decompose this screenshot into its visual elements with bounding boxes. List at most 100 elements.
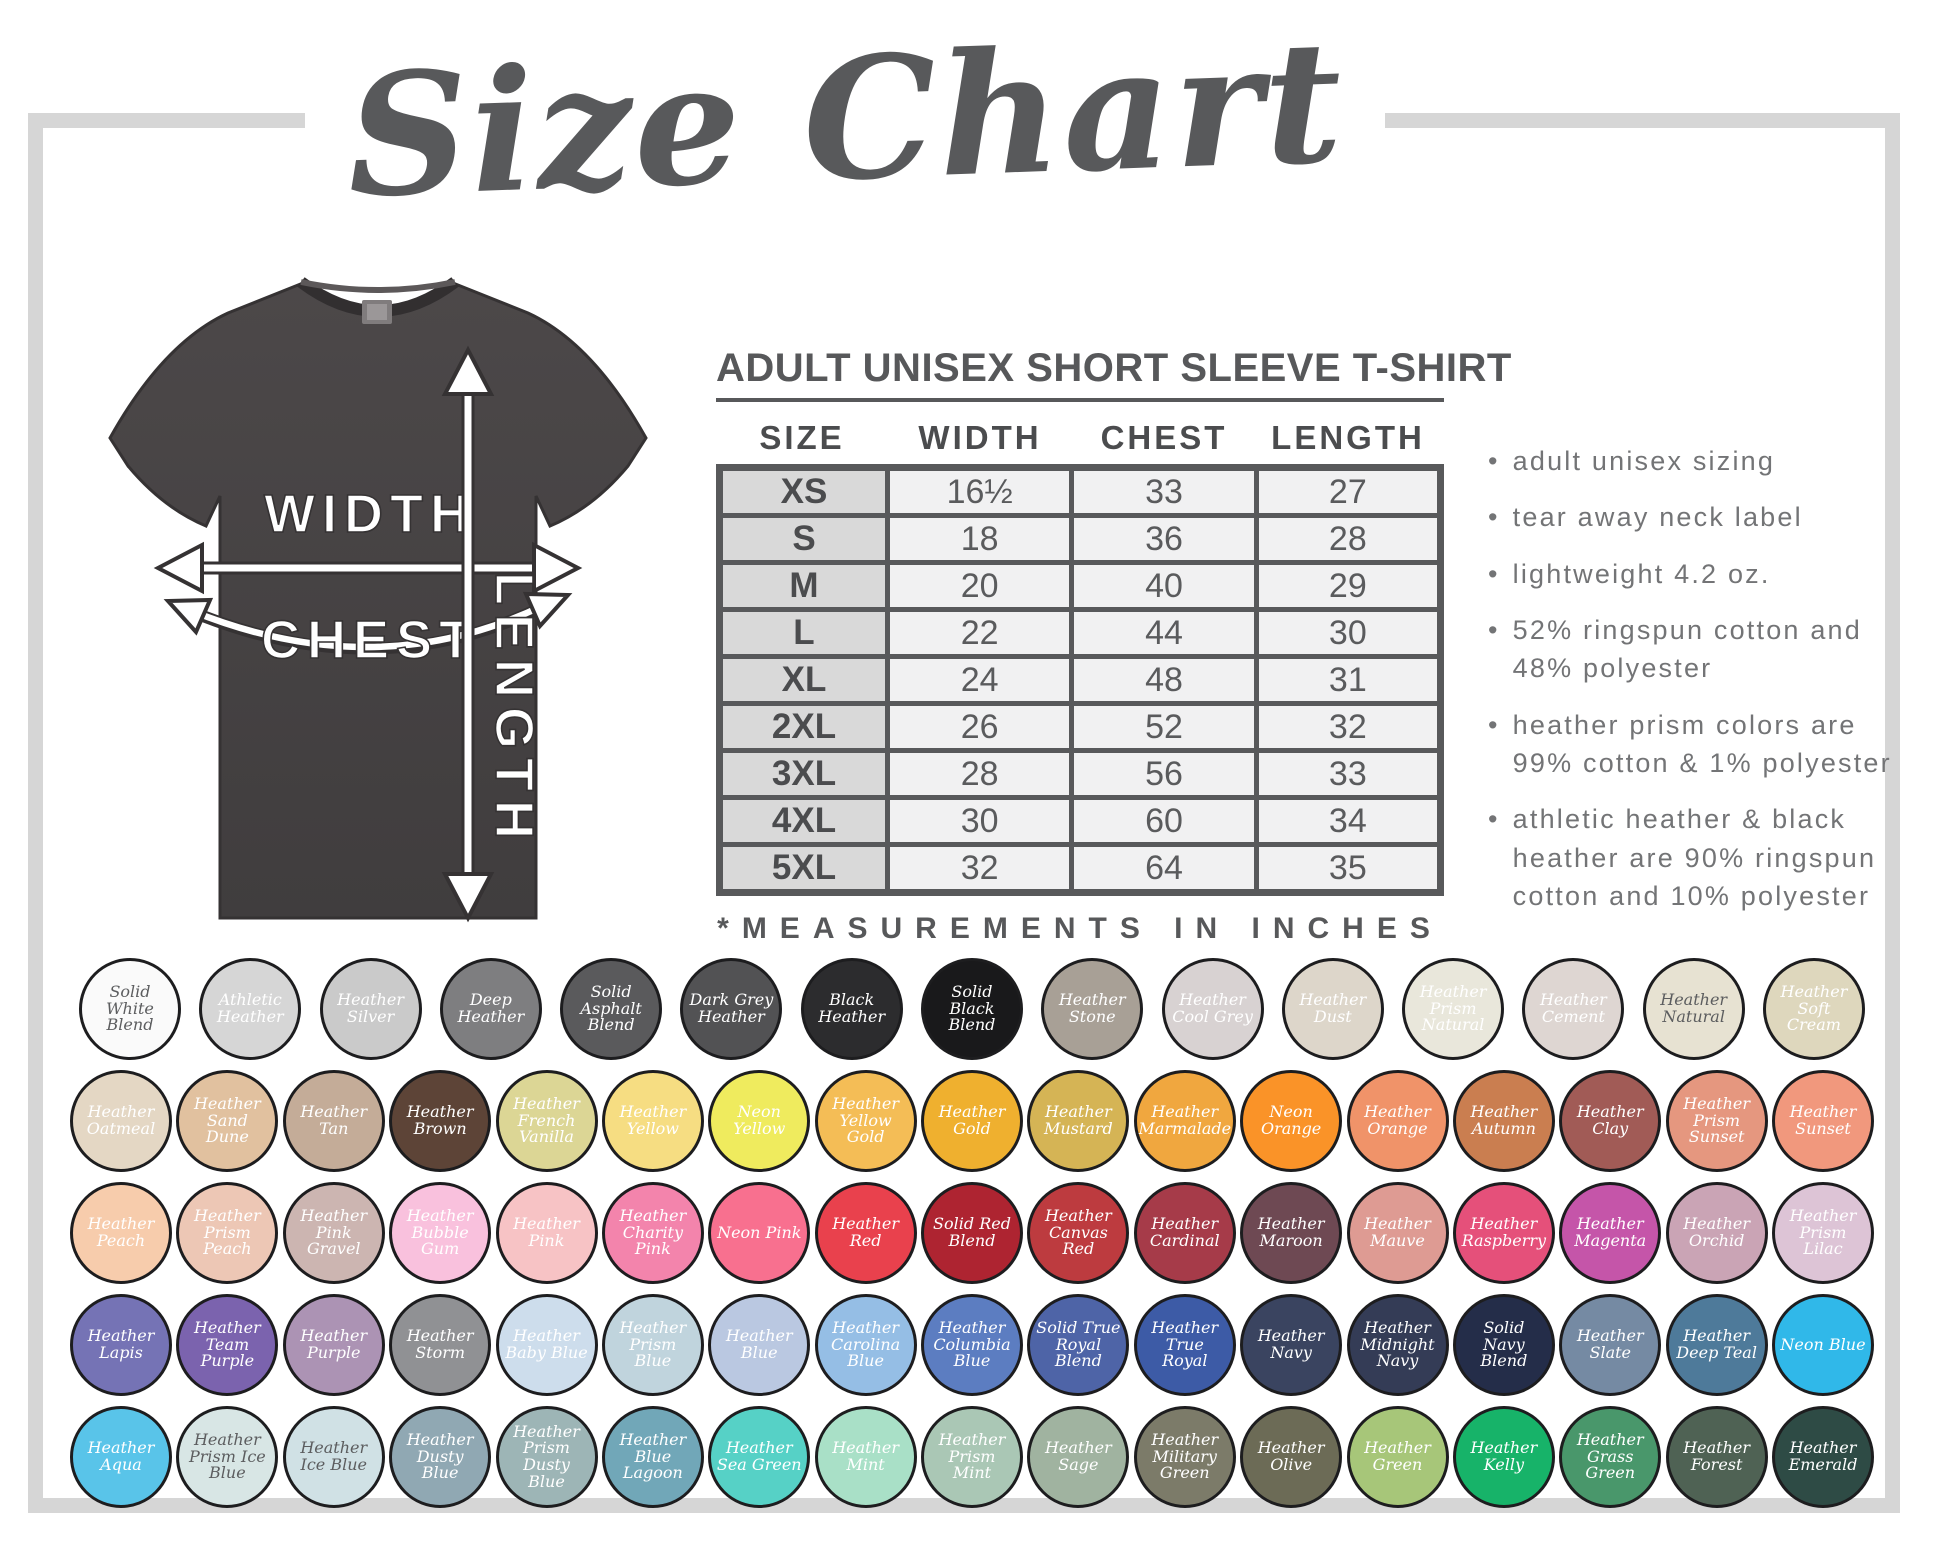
color-swatch: Heather Magenta xyxy=(1559,1182,1662,1284)
color-swatch: Heather Grass Green xyxy=(1559,1406,1662,1508)
value-cell: 56 xyxy=(1069,748,1259,800)
color-swatch: Heather Purple xyxy=(282,1294,385,1396)
bullet-dot: • xyxy=(1488,709,1500,740)
color-swatch: Heather Slate xyxy=(1559,1294,1662,1396)
color-swatch: Heather Baby Blue xyxy=(495,1294,598,1396)
size-cell: 5XL xyxy=(717,842,890,895)
color-swatch: Neon Pink xyxy=(708,1182,811,1284)
value-cell: 30 xyxy=(1253,607,1444,659)
bullet-dot: • xyxy=(1488,446,1500,476)
color-swatch: Heather Gold xyxy=(921,1070,1023,1172)
color-swatch: Heather Deep Teal xyxy=(1665,1294,1768,1396)
table-row: 4XL 30 60 34 xyxy=(717,795,1444,847)
feature-item: • lightweight 4.2 oz. xyxy=(1488,555,1896,593)
color-swatch: Heather Maroon xyxy=(1240,1182,1343,1284)
table-row: XS 16½ 33 27 xyxy=(717,465,1444,518)
value-cell: 36 xyxy=(1069,513,1259,565)
column-header: WIDTH xyxy=(918,419,1042,456)
table-row: L 22 44 30 xyxy=(717,607,1444,659)
color-swatch: Heather True Royal xyxy=(1133,1294,1236,1396)
feature-text: 52% ringspun cotton and 48% polyester xyxy=(1512,614,1862,684)
bullet-dot: • xyxy=(1488,502,1500,533)
color-swatch: Heather Prism Natural xyxy=(1402,958,1505,1060)
color-swatch: Heather Red xyxy=(814,1182,917,1284)
color-swatch: Black Heather xyxy=(800,958,903,1060)
color-swatch: Solid Asphalt Blend xyxy=(560,958,663,1060)
feature-text: athletic heather & black heather are 90%… xyxy=(1512,804,1877,911)
value-cell: 26 xyxy=(884,701,1075,753)
color-swatch: Heather Cement xyxy=(1522,958,1625,1060)
color-swatch: Athletic Heather xyxy=(199,958,302,1060)
color-swatch: Heather French Vanilla xyxy=(495,1070,598,1172)
color-swatch: Heather Blue Lagoon xyxy=(601,1406,704,1508)
color-swatch: Heather Tan xyxy=(282,1070,385,1172)
column-header: LENGTH xyxy=(1271,419,1425,456)
table-header-row: SIZE WIDTH CHEST LENGTH xyxy=(716,412,1444,464)
value-cell: 22 xyxy=(884,607,1075,659)
value-cell: 35 xyxy=(1253,842,1444,895)
color-swatch: Heather Cardinal xyxy=(1133,1182,1236,1284)
bullet-dot: • xyxy=(1488,614,1500,645)
size-table: XS 16½ 33 27 S 18 36 28 M 20 40 29 L 22 44 30 XL 24 48 31 2X… xyxy=(716,464,1444,896)
swatch-row: Heather Lapis Heather Team Purple Heather … xyxy=(70,1294,1874,1396)
value-cell: 28 xyxy=(1253,513,1444,565)
color-swatch: Heather Sunset xyxy=(1772,1070,1874,1172)
table-row: 2XL 26 52 32 xyxy=(717,701,1444,753)
value-cell: 18 xyxy=(884,513,1075,565)
color-swatch: Heather Kelly xyxy=(1452,1406,1555,1508)
color-swatch: Solid Black Blend xyxy=(920,958,1023,1060)
table-row: M 20 40 29 xyxy=(717,560,1444,612)
size-table-section: ADULT UNISEX SHORT SLEEVE T-SHIRT SIZE WI… xyxy=(716,346,1511,946)
value-cell: 20 xyxy=(884,560,1075,612)
value-cell: 29 xyxy=(1253,560,1444,612)
color-swatch: Heather Dusty Blue xyxy=(389,1406,492,1508)
color-swatch: Heather Team Purple xyxy=(176,1294,279,1396)
color-swatch: Heather Charity Pink xyxy=(601,1182,704,1284)
length-arrow xyxy=(441,345,495,923)
color-swatch: Heather Blue xyxy=(708,1294,811,1396)
value-cell: 40 xyxy=(1069,560,1259,612)
color-swatch: Heather Cool Grey xyxy=(1161,958,1264,1060)
collar-top xyxy=(300,279,456,293)
color-swatch: Heather Sage xyxy=(1027,1406,1130,1508)
value-cell: 48 xyxy=(1069,654,1259,706)
color-swatch: Heather Prism Lilac xyxy=(1772,1182,1874,1284)
table-row: S 18 36 28 xyxy=(717,513,1444,565)
color-swatch: Heather Yellow Gold xyxy=(814,1070,917,1172)
swatch-row: Heather Oatmeal Heather Sand Dune Heather … xyxy=(70,1070,1874,1172)
value-cell: 30 xyxy=(884,795,1075,847)
feature-item: • tear away neck label xyxy=(1488,498,1896,536)
color-swatch: Heather Natural xyxy=(1642,958,1745,1060)
color-swatch: Heather Columbia Blue xyxy=(921,1294,1023,1396)
color-swatch: Heather Prism Sunset xyxy=(1665,1070,1768,1172)
color-swatch: Heather Pink Gravel xyxy=(282,1182,385,1284)
color-swatch: Solid Red Blend xyxy=(921,1182,1023,1284)
color-swatch: Heather Peach xyxy=(70,1182,172,1284)
tshirt-diagram: WIDTH CHEST LENGTH xyxy=(108,277,648,923)
width-arrow xyxy=(153,541,583,595)
size-cell: XS xyxy=(717,465,890,518)
color-swatch: Heather Storm xyxy=(389,1294,492,1396)
feature-text: heather prism colors are 99% cotton & 1%… xyxy=(1512,709,1892,778)
color-swatch: Heather Soft Cream xyxy=(1762,958,1865,1060)
color-swatch: Heather Military Green xyxy=(1133,1406,1236,1508)
column-header: SIZE xyxy=(759,419,845,456)
size-cell: 4XL xyxy=(717,795,890,847)
color-swatch: Heather Pink xyxy=(495,1182,598,1284)
color-swatch: Heather Prism Dusty Blue xyxy=(495,1406,598,1508)
size-cell: L xyxy=(717,607,890,659)
swatch-row: Heather Peach Heather Prism Peach Heather … xyxy=(70,1182,1874,1284)
color-swatch: Neon Blue xyxy=(1772,1294,1874,1396)
value-cell: 60 xyxy=(1069,795,1259,847)
table-heading: ADULT UNISEX SHORT SLEEVE T-SHIRT xyxy=(716,346,1511,402)
bullet-dot: • xyxy=(1488,558,1500,589)
color-swatch: Solid White Blend xyxy=(79,958,181,1060)
chest-arrow-label: CHEST xyxy=(261,610,479,670)
size-cell: M xyxy=(717,560,890,612)
color-swatch: Heather Clay xyxy=(1559,1070,1662,1172)
color-swatch: Heather Emerald xyxy=(1772,1406,1874,1508)
feature-text: lightweight 4.2 oz. xyxy=(1512,558,1771,589)
value-cell: 33 xyxy=(1069,465,1259,518)
color-swatch: Deep Heather xyxy=(439,958,542,1060)
